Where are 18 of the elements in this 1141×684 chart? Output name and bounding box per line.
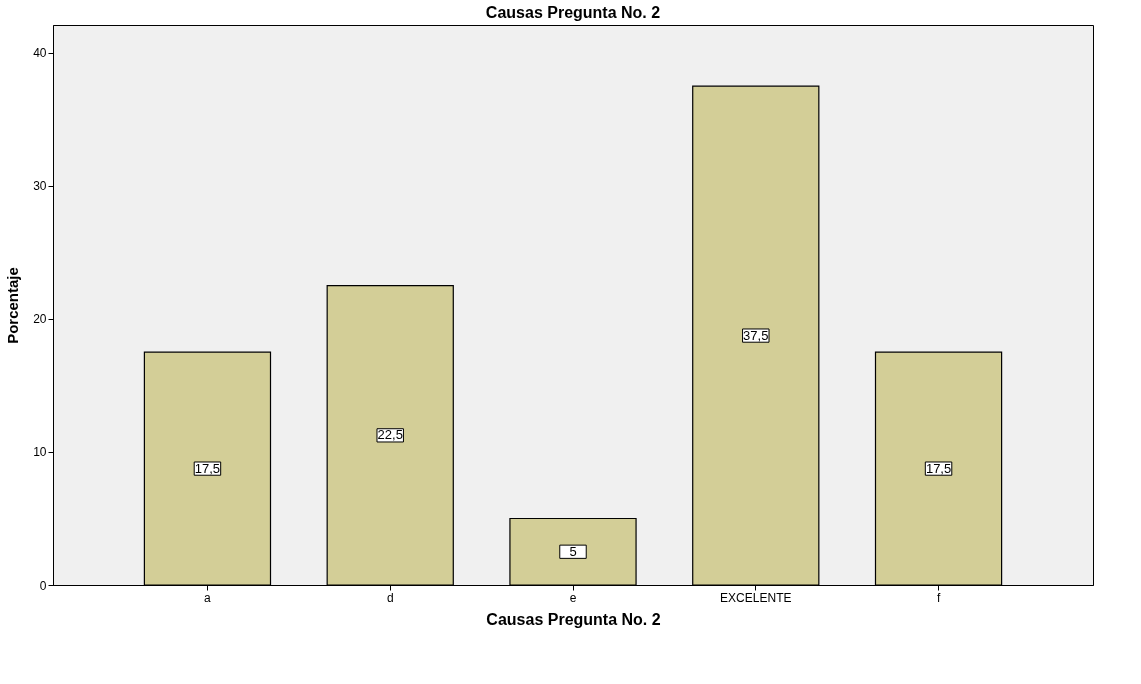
data-label: 17,5 bbox=[925, 460, 952, 476]
y-tick-label: 20 bbox=[33, 312, 47, 327]
data-label: 5 bbox=[569, 543, 577, 559]
y-tick-label: 10 bbox=[33, 445, 47, 460]
x-tick-label: d bbox=[386, 590, 394, 605]
x-axis-title: Causas Pregunta No. 2 bbox=[486, 610, 661, 628]
data-label: 37,5 bbox=[743, 327, 769, 343]
chart-title: Causas Pregunta No. 2 bbox=[485, 4, 661, 21]
x-tick-label: EXCELENTE bbox=[720, 590, 792, 605]
y-axis-title: Porcentaje bbox=[4, 267, 22, 344]
data-label: 22,5 bbox=[377, 427, 403, 443]
data-label: 17,5 bbox=[194, 460, 221, 476]
x-tick-label: e bbox=[569, 590, 577, 605]
x-tick-label: a bbox=[204, 590, 212, 605]
y-tick-label: 30 bbox=[33, 179, 47, 194]
y-tick-label: 0 bbox=[39, 578, 47, 593]
x-tick-label: f bbox=[936, 590, 941, 605]
y-tick-label: 40 bbox=[33, 46, 47, 61]
